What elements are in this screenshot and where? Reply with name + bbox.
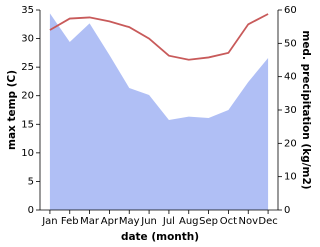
y2-tick-label: 10 (284, 172, 297, 183)
y2-tick-label: 40 (284, 72, 297, 83)
y2-tick-label: 60 (284, 5, 297, 16)
y-tick-label: 0 (28, 205, 34, 216)
precipitation-area (49, 13, 269, 211)
y-tick-label: 30 (21, 34, 34, 45)
x-tick-label: May (119, 216, 140, 227)
x-tick-label: Apr (101, 216, 119, 227)
y-axis-label: max temp (C) (6, 70, 18, 150)
y-tick-label: 20 (21, 91, 34, 102)
y2-tick-label: 20 (284, 138, 297, 149)
x-tick-label: Aug (179, 216, 199, 227)
y-tick-label: 35 (21, 5, 34, 16)
y-tick-label: 25 (21, 62, 34, 73)
x-tick-label: Sep (199, 216, 218, 227)
temperature-line (49, 13, 269, 61)
x-tick-label: Jan (41, 216, 57, 227)
y2-tick-label: 30 (284, 105, 297, 116)
y2-tick-label: 50 (284, 38, 297, 49)
x-tick-label: Mar (80, 216, 100, 227)
y2-axis-label: med. precipitation (kg/m2) (300, 30, 312, 189)
x-tick-label: Jun (140, 216, 157, 227)
x-tick-label: Jul (162, 216, 175, 227)
x-tick-label: Nov (238, 216, 258, 227)
y-tick-label: 10 (21, 148, 34, 159)
y2-tick-label: 0 (284, 205, 290, 216)
x-tick-label: Oct (220, 216, 237, 227)
y-tick-label: 15 (21, 119, 34, 130)
y-tick-label: 5 (28, 176, 34, 187)
x-tick-label: Feb (61, 216, 79, 227)
x-axis-label: date (month) (121, 231, 199, 243)
x-tick-label: Dec (258, 216, 277, 227)
